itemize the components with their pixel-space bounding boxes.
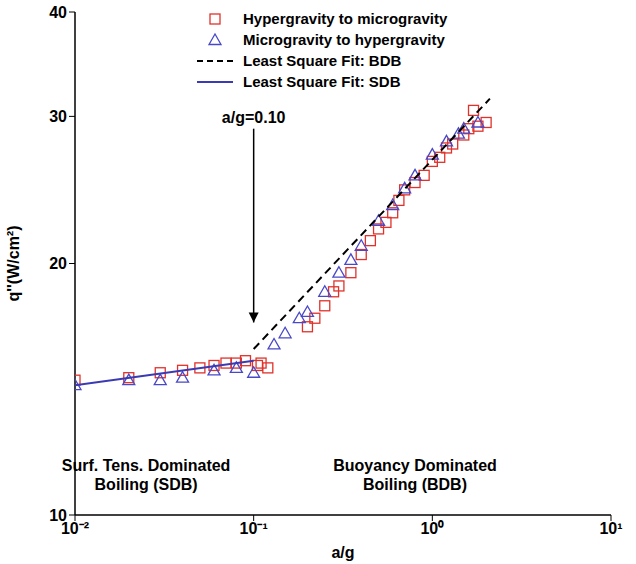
svg-text:30: 30 (49, 108, 67, 125)
svg-text:40: 40 (49, 4, 67, 21)
svg-text:10⁻²: 10⁻² (60, 520, 90, 538)
html-text:Microgravity to hypergravity: Microgravity to hypergravity (243, 31, 445, 48)
html-text:Least Square Fit: BDB: Least Square Fit: BDB (243, 52, 402, 69)
svg-text:20: 20 (49, 255, 67, 272)
html-text:Hypergravity to microgravity: Hypergravity to microgravity (243, 10, 448, 27)
html-text:Least Square Fit: SDB: Least Square Fit: SDB (243, 73, 401, 90)
svg-text:Surf. Tens. DominatedBoiling (: Surf. Tens. DominatedBoiling (SDB) (62, 457, 231, 493)
svg-text:q''(W/cm²): q''(W/cm²) (5, 225, 22, 301)
svg-text:10⁻¹: 10⁻¹ (240, 520, 268, 537)
svg-text:10: 10 (49, 507, 67, 524)
svg-text:10⁰: 10⁰ (420, 520, 444, 537)
svg-text:10¹: 10¹ (599, 520, 622, 537)
svg-text:Buoyancy DominatedBoiling (BDB: Buoyancy DominatedBoiling (BDB) (333, 457, 497, 493)
svg-text:a/g: a/g (331, 544, 354, 561)
svg-text:a/g=0.10: a/g=0.10 (222, 109, 286, 126)
